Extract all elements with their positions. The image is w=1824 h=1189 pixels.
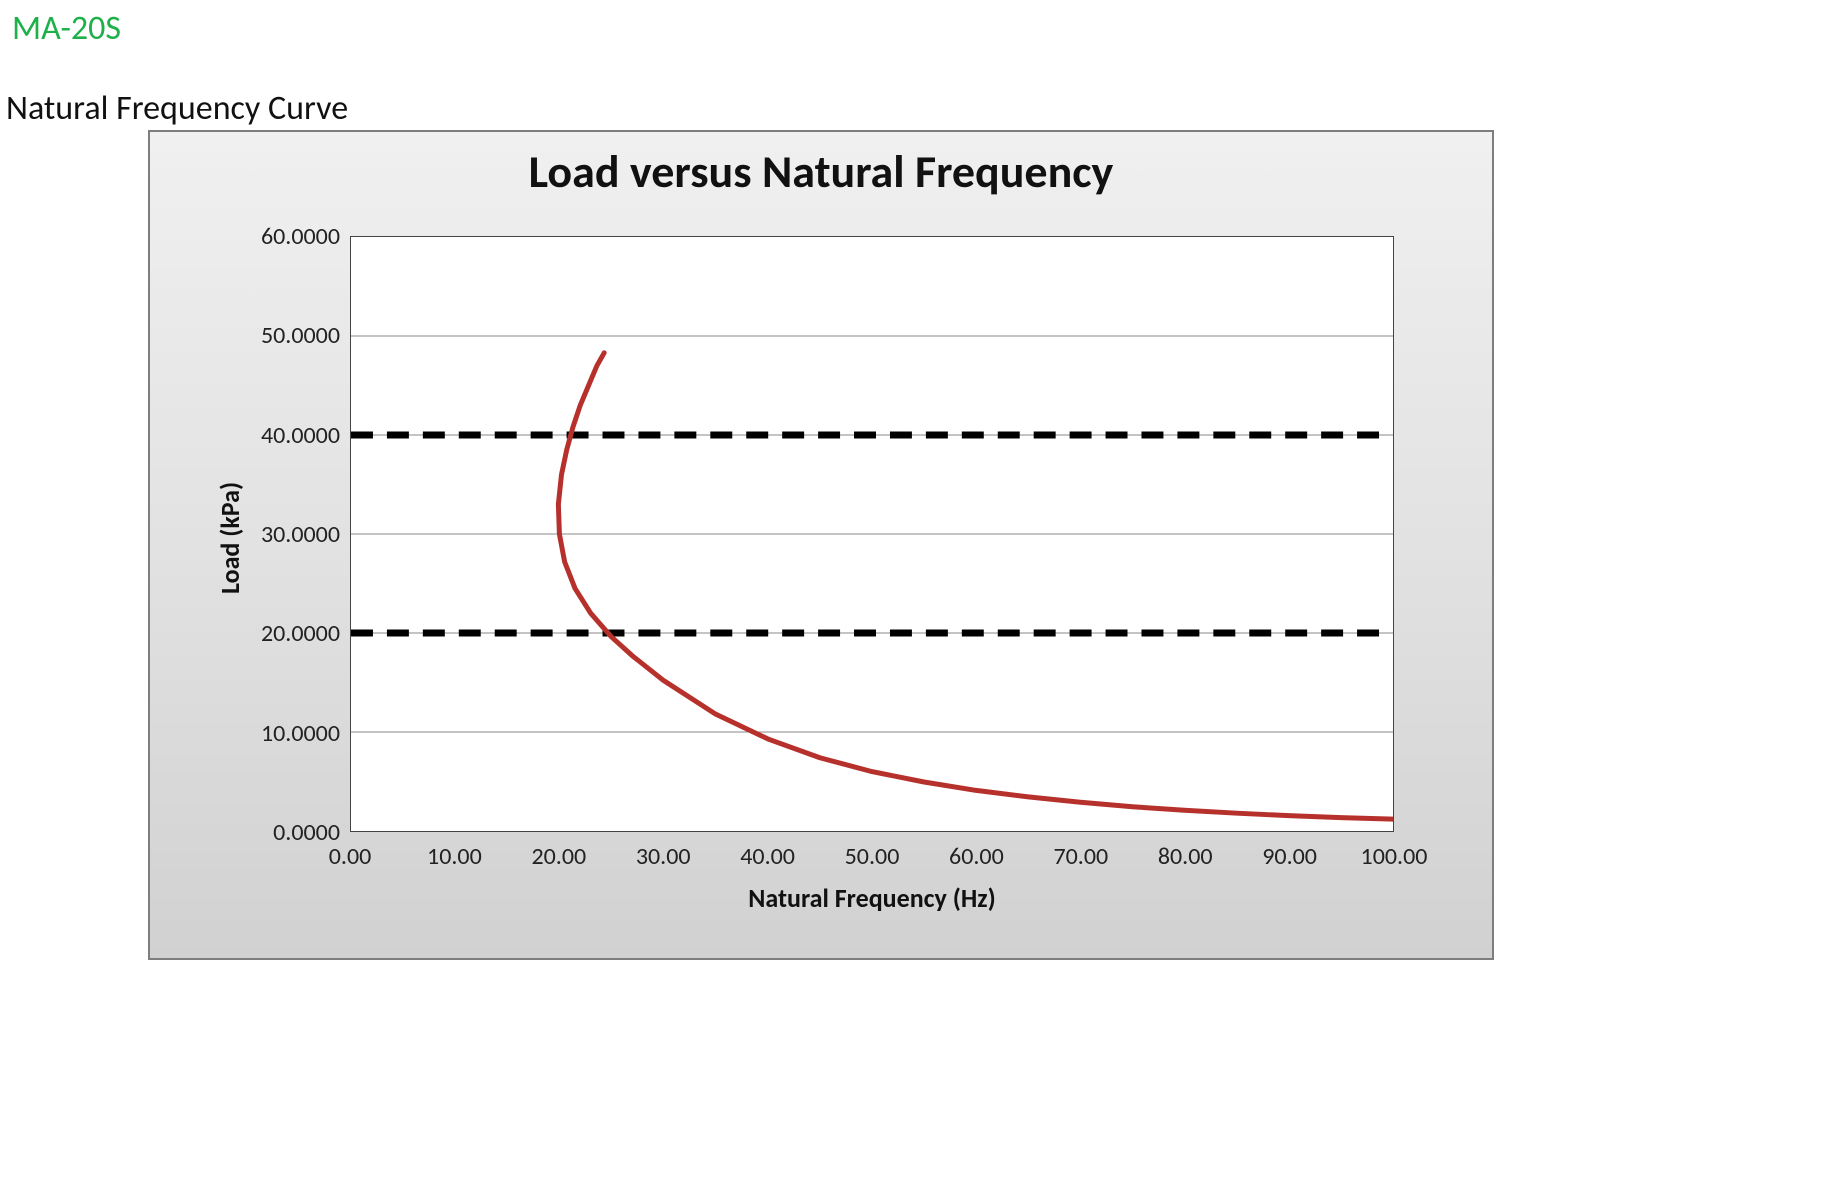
y-tick-label: 60.0000 [220,222,340,251]
chart-title: Load versus Natural Frequency [150,144,1492,200]
y-tick-label: 40.0000 [220,421,340,450]
plot-svg [351,237,1393,831]
x-axis-title: Natural Frequency (Hz) [350,882,1394,914]
y-tick-label: 20.0000 [220,619,340,648]
x-tick-label: 90.00 [1262,842,1317,871]
y-tick-label: 10.0000 [220,719,340,748]
y-tick-label: 50.0000 [220,321,340,350]
page-root: MA-20S Natural Frequency Curve Load vers… [0,0,1824,1189]
x-tick-label: 30.00 [636,842,691,871]
y-tick-label: 0.0000 [220,818,340,847]
model-label: MA-20S [12,8,121,49]
x-tick-label: 20.00 [531,842,586,871]
plot-area [350,236,1394,832]
x-tick-label: 10.00 [427,842,482,871]
x-tick-label: 70.00 [1053,842,1108,871]
chart-panel: Load versus Natural Frequency 0.0000 10.0… [148,130,1494,960]
y-axis-title: Load (kPa) [214,482,246,594]
x-tick-label: 50.00 [845,842,900,871]
x-tick-label: 100.00 [1361,842,1428,871]
page-subtitle: Natural Frequency Curve [6,88,348,129]
x-tick-label: 60.00 [949,842,1004,871]
x-tick-label: 0.00 [329,842,372,871]
x-tick-label: 40.00 [740,842,795,871]
x-tick-label: 80.00 [1158,842,1213,871]
